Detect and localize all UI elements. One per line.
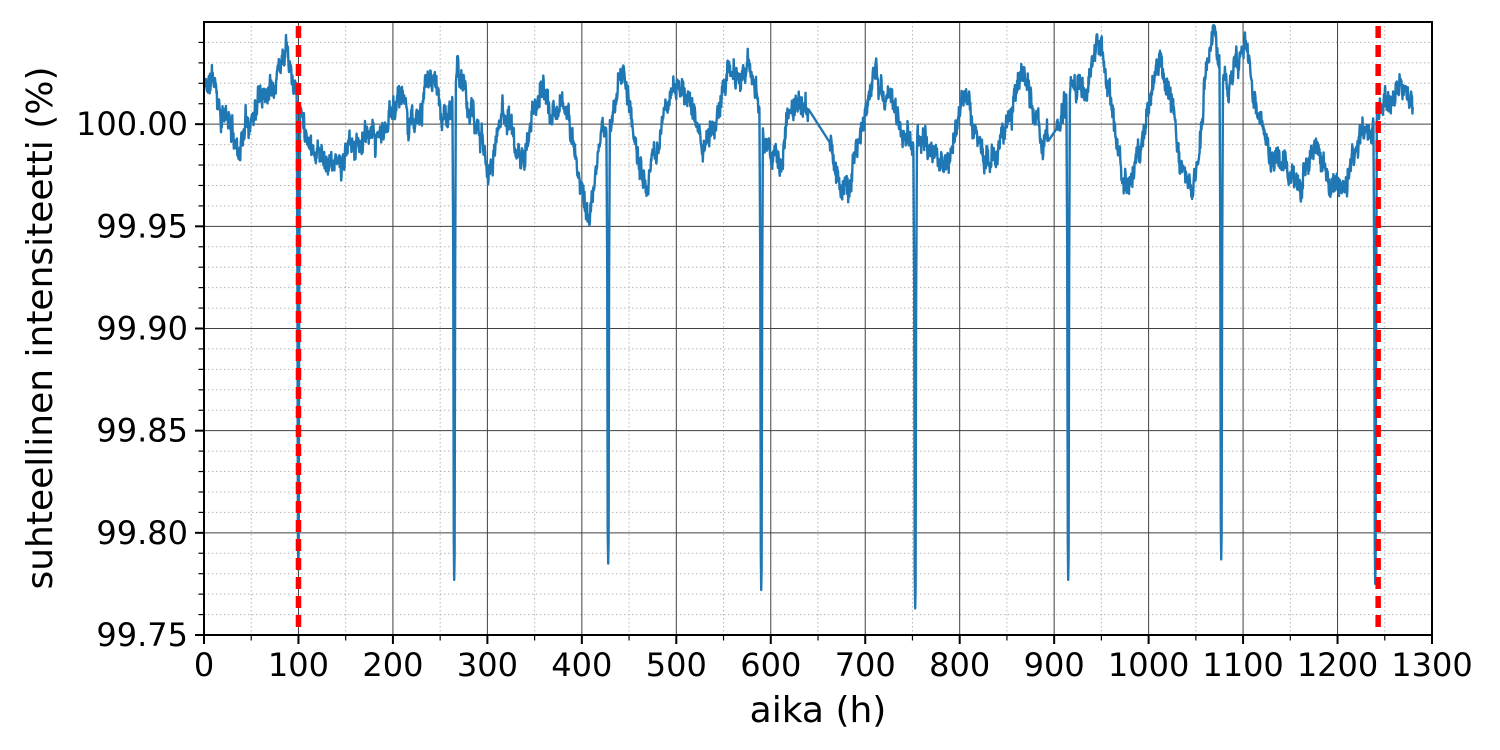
x-tick-label: 600 [740,646,801,684]
x-tick-label: 900 [1024,646,1085,684]
y-tick-labels: 99.75 99.80 99.85 99.90 99.95 100.00 [76,105,188,654]
grid-minor [204,22,1432,635]
event-marker-lines [295,22,1381,635]
x-tick-label: 100 [268,646,329,684]
y-tick-label: 99.80 [96,514,188,552]
x-tick-label: 1300 [1391,646,1472,684]
x-tick-label: 400 [551,646,612,684]
y-tick-label: 99.90 [96,310,188,348]
x-tick-label: 800 [929,646,990,684]
x-tick-label: 200 [362,646,423,684]
series-path [204,23,1414,610]
y-tick-label: 99.95 [96,207,188,245]
x-tick-label: 700 [835,646,896,684]
y-tick-label: 99.85 [96,412,188,450]
series-line [204,23,1414,610]
x-axis-label: aika (h) [750,690,887,731]
y-tick-label: 99.75 [96,616,188,654]
axis-ticks [195,41,1433,644]
y-axis-label: suhteellinen intensiteetti (%) [20,66,61,589]
x-tick-label: 500 [646,646,707,684]
x-tick-label: 300 [457,646,518,684]
x-tick-label: 1200 [1297,646,1378,684]
x-tick-label: 1100 [1202,646,1283,684]
x-tick-label: 1000 [1108,646,1189,684]
x-tick-label: 0 [194,646,214,684]
y-tick-label: 100.00 [76,105,188,143]
x-tick-labels: 0 100 200 300 400 500 600 700 800 900 1000 1100 1200… [194,646,1473,684]
